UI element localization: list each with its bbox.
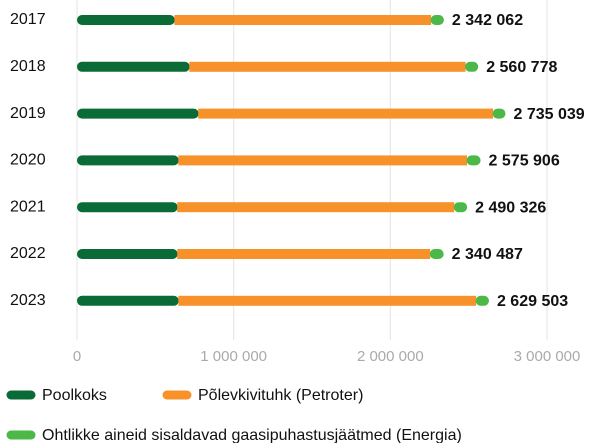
- total-label: 2 629 503: [497, 293, 568, 310]
- y-tick-label: 2022: [10, 245, 46, 262]
- total-label: 2 735 039: [513, 106, 584, 123]
- bar-segment: [189, 61, 466, 72]
- bar-segment: [77, 61, 190, 72]
- y-tick-label: 2021: [10, 198, 46, 215]
- total-label: 2 560 778: [486, 59, 557, 76]
- bar-segment: [174, 15, 432, 25]
- bar-segment: [466, 155, 481, 166]
- bar-segment: [465, 61, 479, 72]
- bar-segment: [475, 295, 489, 306]
- x-tick-label: 3 000 000: [514, 348, 581, 365]
- bar-segment: [492, 108, 506, 119]
- y-tick-label: 2017: [10, 11, 46, 28]
- legend-label: Poolkoks: [42, 387, 107, 404]
- total-label: 2 340 487: [452, 246, 523, 263]
- bar-segment: [77, 249, 178, 259]
- y-tick-label: 2020: [10, 152, 46, 169]
- bar-segment: [430, 15, 444, 25]
- y-tick-label: 2018: [10, 58, 46, 75]
- bar-segment: [453, 202, 468, 213]
- legend-label: Põlevkivituhk (Petroter): [198, 387, 363, 404]
- total-label: 2 575 906: [489, 153, 560, 170]
- y-tick-label: 2019: [10, 105, 46, 122]
- bar-segment: [198, 108, 494, 119]
- total-label: 2 490 326: [475, 199, 546, 216]
- total-label: 2 342 062: [452, 12, 523, 29]
- bar-segment: [77, 15, 175, 25]
- bar-segment: [77, 202, 178, 213]
- y-tick-label: 2023: [10, 292, 46, 309]
- bar-segment: [177, 202, 455, 213]
- x-tick-label: 1 000 000: [200, 348, 267, 365]
- x-tick-label: 2 000 000: [357, 348, 424, 365]
- bar-segment: [77, 155, 179, 166]
- x-tick-label: 0: [73, 348, 81, 365]
- bar-segment: [77, 108, 199, 119]
- bar-segment: [429, 249, 444, 259]
- bar-segment: [77, 295, 179, 306]
- bar-segment: [178, 295, 477, 306]
- bar-segment: [177, 249, 431, 259]
- legend-label: Ohtlikke aineid sisaldavad gaasipuhastus…: [42, 427, 462, 443]
- bar-segment: [178, 155, 468, 166]
